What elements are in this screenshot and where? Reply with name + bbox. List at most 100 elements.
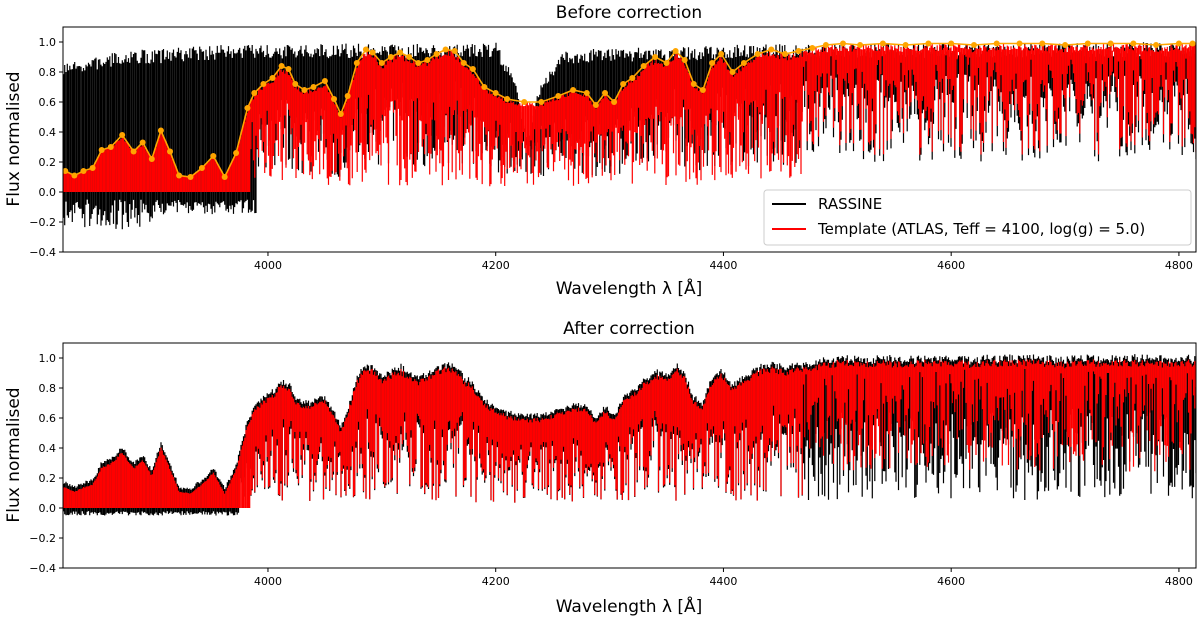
- anchor-point: [198, 165, 205, 171]
- anchor-point: [583, 90, 590, 96]
- anchor-point: [857, 42, 864, 48]
- x-axis-label-bottom: Wavelength λ [Å]: [556, 595, 703, 617]
- anchor-point: [387, 54, 394, 60]
- anchor-point: [993, 40, 1000, 47]
- x-tick-label: 4600: [937, 259, 965, 272]
- y-axis-label-top: Flux normalised: [4, 71, 24, 206]
- anchor-point: [148, 156, 155, 162]
- y-tick-label: −0.4: [29, 562, 56, 575]
- anchor-point: [538, 99, 545, 105]
- anchor-point: [504, 96, 511, 102]
- anchor-point: [1039, 40, 1046, 47]
- anchor-point: [260, 81, 267, 87]
- axes-ticks-bottom: 4000 4200 4400 4600 4800 −0.4 −0.2 0.0 0.2 0.4 0.6…: [29, 352, 1193, 588]
- anchor-point: [244, 105, 251, 111]
- anchor-point: [879, 40, 886, 47]
- x-tick-label: 4200: [482, 259, 510, 272]
- anchor-point: [362, 46, 369, 53]
- anchor-point: [424, 57, 431, 63]
- anchor-point: [795, 48, 802, 54]
- y-tick-label: 0.6: [39, 96, 57, 109]
- x-tick-label: 4800: [1165, 575, 1193, 588]
- y-tick-label: 0.0: [39, 186, 57, 199]
- anchor-point: [221, 174, 228, 180]
- anchor-point: [699, 87, 706, 93]
- legend-label-rassine: RASSINE: [818, 195, 882, 213]
- anchor-point: [442, 46, 449, 53]
- anchor-point: [1130, 40, 1137, 47]
- x-tick-label: 4400: [709, 259, 737, 272]
- anchor-point: [570, 87, 577, 93]
- anchor-point: [681, 57, 688, 63]
- series-continuum-correction: [63, 40, 1196, 180]
- anchor-point: [119, 132, 126, 138]
- anchor-point: [768, 46, 775, 53]
- anchor-point: [187, 174, 194, 180]
- anchor-point: [781, 51, 788, 57]
- anchor-point: [107, 144, 114, 150]
- anchor-point: [233, 150, 240, 156]
- anchor-point: [344, 93, 351, 99]
- anchor-point: [63, 168, 69, 174]
- x-tick-label: 4800: [1165, 259, 1193, 272]
- panel-after-correction: 4000 4200 4400 4600 4800 −0.4 −0.2 0.0 0.2 0.4 0.6…: [4, 319, 1197, 617]
- x-tick-label: 4000: [254, 575, 282, 588]
- anchor-point: [285, 66, 292, 72]
- anchor-point: [278, 63, 285, 69]
- anchor-point: [1084, 40, 1091, 47]
- anchor-point: [460, 60, 467, 66]
- axes-ticks-top: 4000 4200 4400 4600 4800 −0.4 −0.2 0.0 0.2 0.4 0.6…: [29, 36, 1193, 272]
- y-tick-label: 0.8: [39, 66, 57, 79]
- anchor-point: [1016, 40, 1023, 47]
- y-tick-label: 0.8: [39, 382, 57, 395]
- y-tick-label: 0.2: [39, 156, 57, 169]
- anchor-point: [822, 42, 829, 48]
- anchor-point: [1107, 40, 1114, 47]
- anchor-point: [709, 60, 716, 66]
- anchor-point: [451, 48, 458, 54]
- anchor-point: [353, 60, 360, 66]
- anchor-point: [611, 99, 618, 105]
- anchor-point: [369, 49, 376, 56]
- anchor-point: [754, 51, 761, 57]
- anchor-point: [1153, 42, 1160, 48]
- anchor-point: [337, 111, 344, 117]
- anchor-point: [652, 54, 659, 60]
- y-tick-label: 0.6: [39, 412, 57, 425]
- anchor-point: [925, 40, 932, 47]
- anchor-point: [157, 127, 164, 134]
- anchor-point: [602, 90, 608, 96]
- anchor-point: [809, 45, 816, 51]
- anchor-point: [555, 93, 562, 99]
- x-tick-label: 4600: [937, 575, 965, 588]
- anchor-point: [292, 81, 299, 87]
- y-tick-label: −0.2: [29, 532, 56, 545]
- anchor-point: [902, 42, 909, 48]
- anchor-point: [331, 96, 337, 102]
- y-tick-label: 0.0: [39, 502, 57, 515]
- anchor-point: [948, 40, 955, 47]
- y-tick-label: 1.0: [39, 36, 57, 49]
- anchor-point: [130, 148, 137, 155]
- anchor-point: [251, 90, 258, 96]
- anchor-point: [640, 63, 647, 69]
- anchor-point: [481, 84, 488, 90]
- anchor-point: [176, 172, 183, 179]
- anchor-point: [210, 153, 217, 159]
- x-tick-label: 4000: [254, 259, 282, 272]
- y-tick-label: −0.4: [29, 246, 56, 259]
- chart-title-top: Before correction: [556, 3, 702, 23]
- anchor-point: [433, 51, 440, 57]
- anchor-point: [840, 40, 846, 47]
- anchor-point: [139, 139, 146, 146]
- y-tick-label: 0.2: [39, 472, 57, 485]
- anchor-point: [718, 51, 725, 57]
- y-axis-label-bottom: Flux normalised: [4, 387, 24, 522]
- anchor-point: [521, 99, 528, 105]
- anchor-point: [98, 147, 105, 153]
- chart-title-bottom: After correction: [563, 319, 695, 339]
- anchor-point: [378, 60, 385, 66]
- anchor-point: [620, 81, 627, 87]
- y-tick-label: 1.0: [39, 352, 57, 365]
